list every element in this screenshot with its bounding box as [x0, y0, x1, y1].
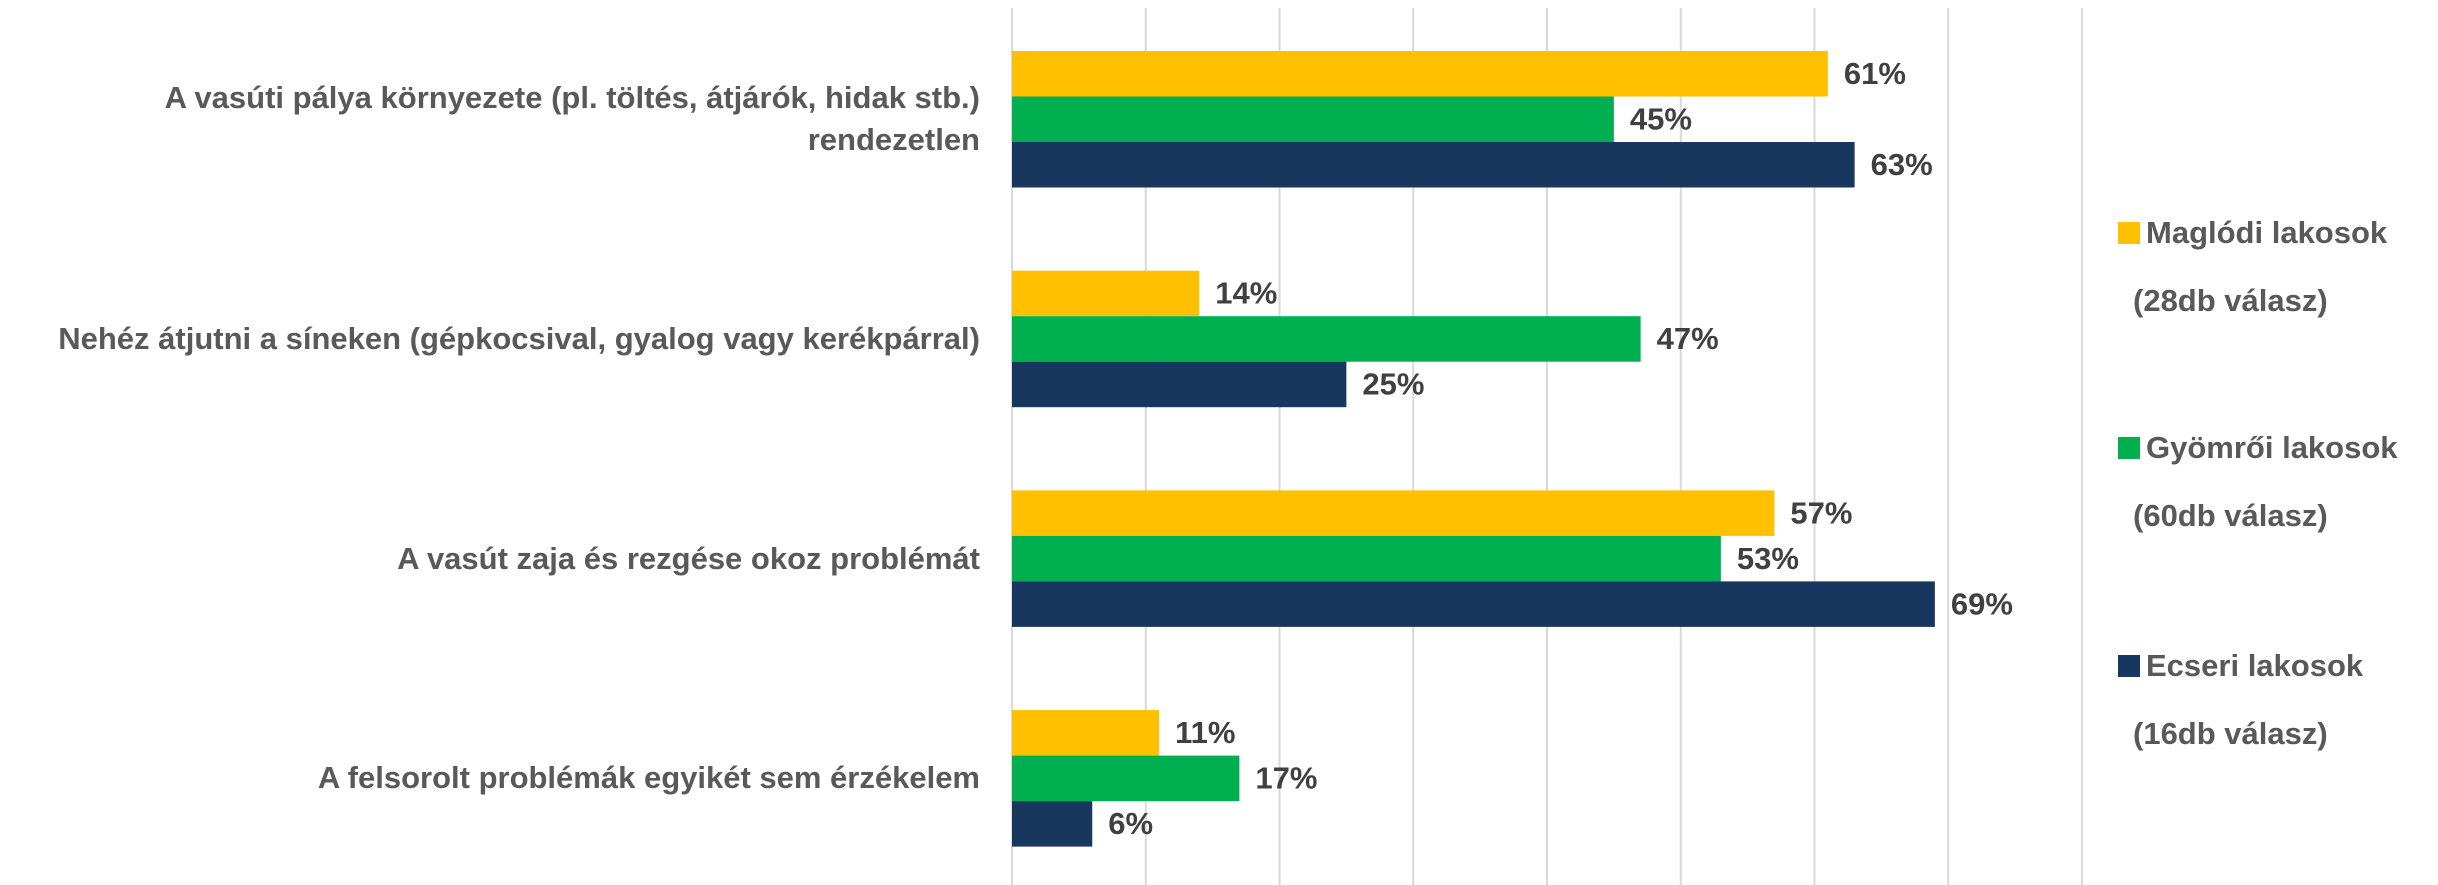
- value-label: 63%: [1871, 147, 1933, 182]
- bar: [1012, 755, 1240, 802]
- bar: [1012, 142, 1855, 188]
- bar: [1012, 535, 1721, 582]
- bar: [1012, 490, 1775, 536]
- legend-note: (16db válasz): [2133, 716, 2328, 751]
- legend-label: Ecseri lakosok: [2146, 648, 2364, 683]
- bar: [1012, 710, 1160, 756]
- value-label: 17%: [1255, 761, 1317, 796]
- legend-label: Gyömrői lakosok: [2146, 430, 2398, 465]
- bar: [1012, 96, 1614, 142]
- category-label: A felsorolt problémák egyikét sem érzéke…: [317, 760, 980, 796]
- value-label: 61%: [1844, 56, 1906, 91]
- bar: [1012, 51, 1828, 97]
- legend-swatch: [2118, 222, 2140, 244]
- value-label: 11%: [1175, 715, 1235, 750]
- legend-swatch: [2118, 655, 2140, 677]
- value-label: 57%: [1790, 495, 1852, 530]
- category-label: A vasút zaja és rezgése okoz problémát: [397, 540, 980, 576]
- value-label: 69%: [1951, 586, 2013, 621]
- legend-swatch: [2118, 437, 2140, 459]
- bar: [1012, 361, 1347, 408]
- value-label: 6%: [1108, 806, 1153, 841]
- bar: [1012, 581, 1935, 627]
- legend-label: Maglódi lakosok: [2146, 215, 2388, 250]
- value-label: 14%: [1215, 276, 1277, 311]
- bar: [1012, 316, 1641, 362]
- value-label: 47%: [1657, 321, 1719, 356]
- value-label: 53%: [1737, 541, 1799, 576]
- value-label: 45%: [1630, 101, 1692, 136]
- value-label: 25%: [1362, 367, 1424, 402]
- bar: [1012, 801, 1093, 847]
- category-label: A vasúti pálya környezete (pl. töltés, á…: [164, 80, 980, 158]
- bar: [1012, 270, 1200, 317]
- legend-note: (28db válasz): [2133, 283, 2328, 318]
- legend-note: (60db válasz): [2133, 498, 2328, 533]
- category-label: Nehéz átjutni a síneken (gépkocsival, gy…: [58, 321, 980, 357]
